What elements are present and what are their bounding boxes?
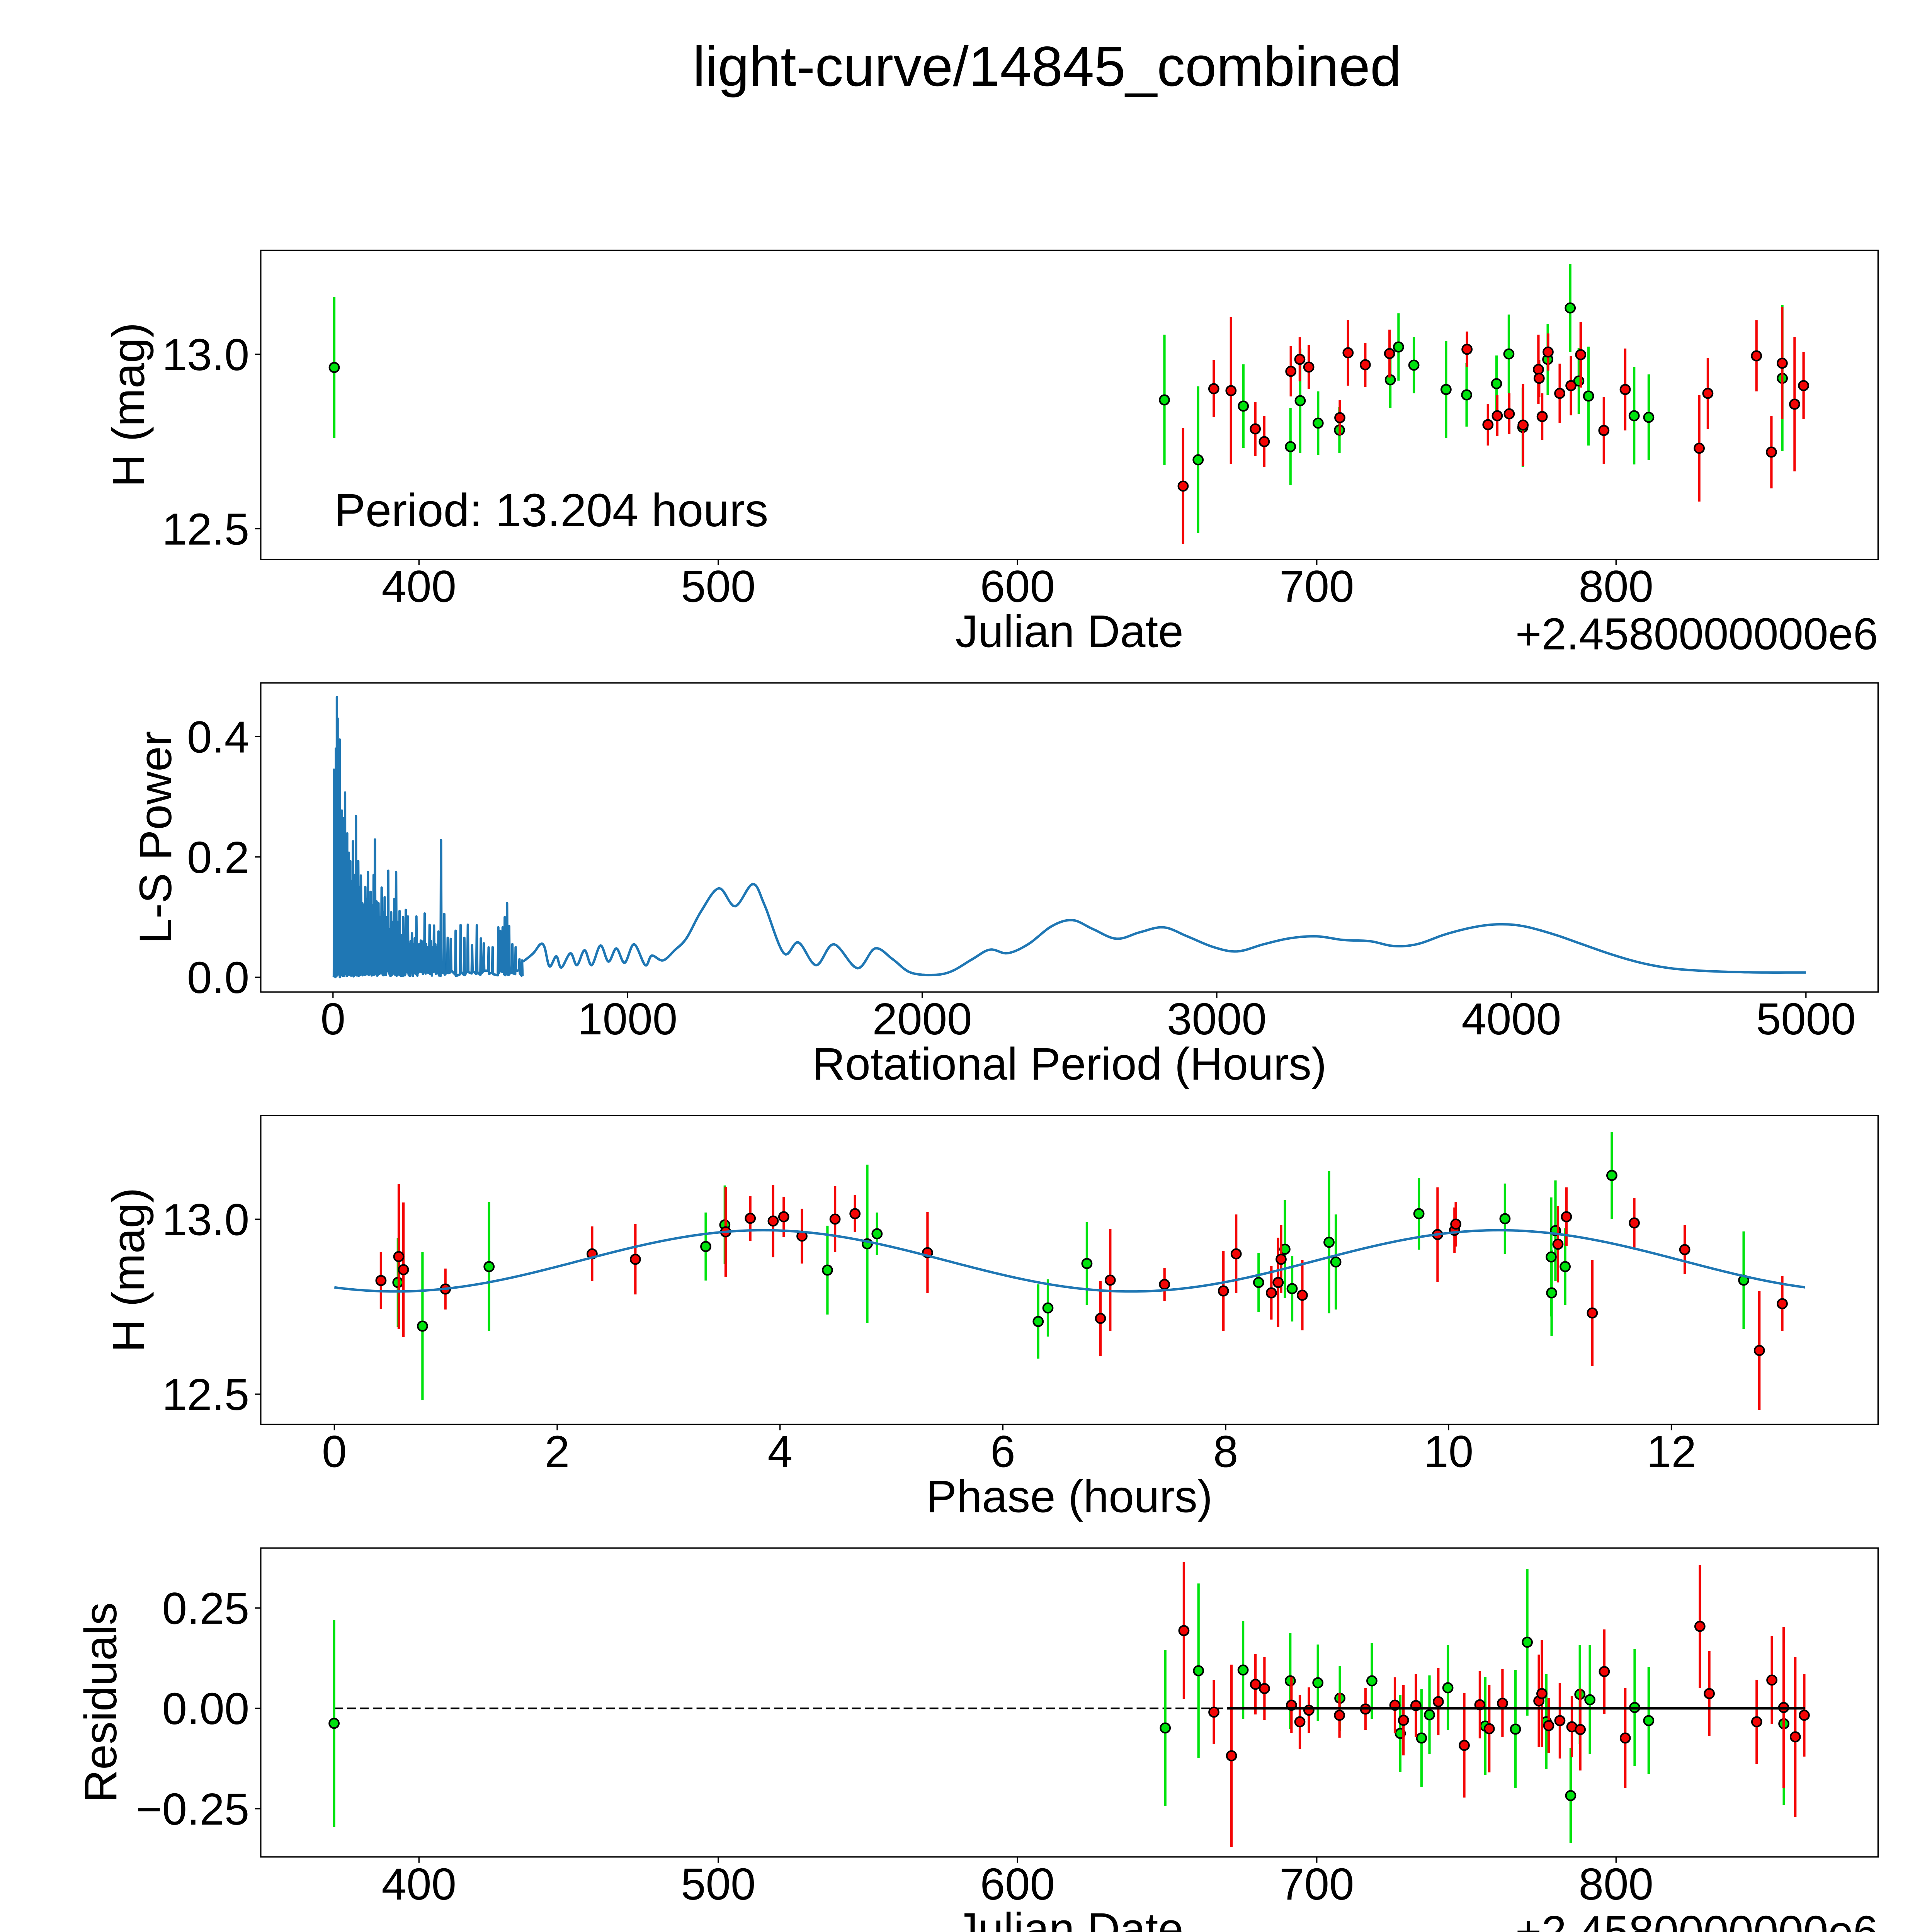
svg-text:Period: 13.204 hours: Period: 13.204 hours: [334, 484, 768, 536]
svg-text:10: 10: [1423, 1426, 1473, 1476]
svg-text:5000: 5000: [1756, 994, 1856, 1044]
svg-text:0.0: 0.0: [187, 952, 249, 1003]
svg-text:0.00: 0.00: [162, 1684, 250, 1734]
svg-text:600: 600: [980, 561, 1055, 612]
svg-text:12: 12: [1646, 1426, 1696, 1476]
svg-text:Julian Date: Julian Date: [955, 606, 1183, 657]
svg-text:12.5: 12.5: [162, 504, 250, 554]
svg-text:+2.4580000000e6: +2.4580000000e6: [1515, 1906, 1878, 1932]
svg-text:0.2: 0.2: [187, 832, 249, 883]
svg-text:Residuals: Residuals: [75, 1602, 126, 1803]
svg-text:800: 800: [1579, 561, 1654, 612]
svg-text:6: 6: [990, 1426, 1015, 1476]
svg-text:2: 2: [545, 1426, 570, 1476]
svg-text:500: 500: [681, 561, 756, 612]
svg-text:2000: 2000: [872, 994, 972, 1044]
svg-text:L-S Power: L-S Power: [130, 731, 181, 944]
svg-text:0.4: 0.4: [187, 712, 249, 762]
svg-text:Rotational Period (Hours): Rotational Period (Hours): [812, 1039, 1327, 1090]
svg-text:13.0: 13.0: [162, 330, 250, 380]
svg-text:700: 700: [1279, 1859, 1354, 1909]
svg-text:4000: 4000: [1461, 994, 1561, 1044]
svg-text:light-curve/14845_combined: light-curve/14845_combined: [693, 35, 1401, 98]
svg-text:13.0: 13.0: [162, 1194, 250, 1245]
svg-text:8: 8: [1213, 1426, 1238, 1476]
svg-text:400: 400: [382, 1859, 457, 1909]
svg-text:H (mag): H (mag): [103, 323, 154, 487]
svg-text:0.25: 0.25: [162, 1583, 250, 1634]
svg-text:1000: 1000: [578, 994, 677, 1044]
svg-text:600: 600: [980, 1859, 1055, 1909]
svg-text:4: 4: [767, 1426, 793, 1476]
svg-text:12.5: 12.5: [162, 1369, 250, 1420]
svg-text:400: 400: [382, 561, 457, 612]
svg-text:800: 800: [1579, 1859, 1654, 1909]
svg-text:H (mag): H (mag): [103, 1188, 154, 1352]
svg-text:Phase (hours): Phase (hours): [926, 1471, 1213, 1522]
svg-text:0: 0: [321, 994, 346, 1044]
svg-text:500: 500: [681, 1859, 756, 1909]
svg-text:+2.4580000000e6: +2.4580000000e6: [1515, 609, 1878, 659]
svg-text:0: 0: [322, 1426, 347, 1476]
svg-text:3000: 3000: [1167, 994, 1267, 1044]
svg-text:Julian Date: Julian Date: [955, 1904, 1183, 1932]
svg-text:700: 700: [1279, 561, 1354, 612]
svg-text:−0.25: −0.25: [136, 1784, 250, 1834]
